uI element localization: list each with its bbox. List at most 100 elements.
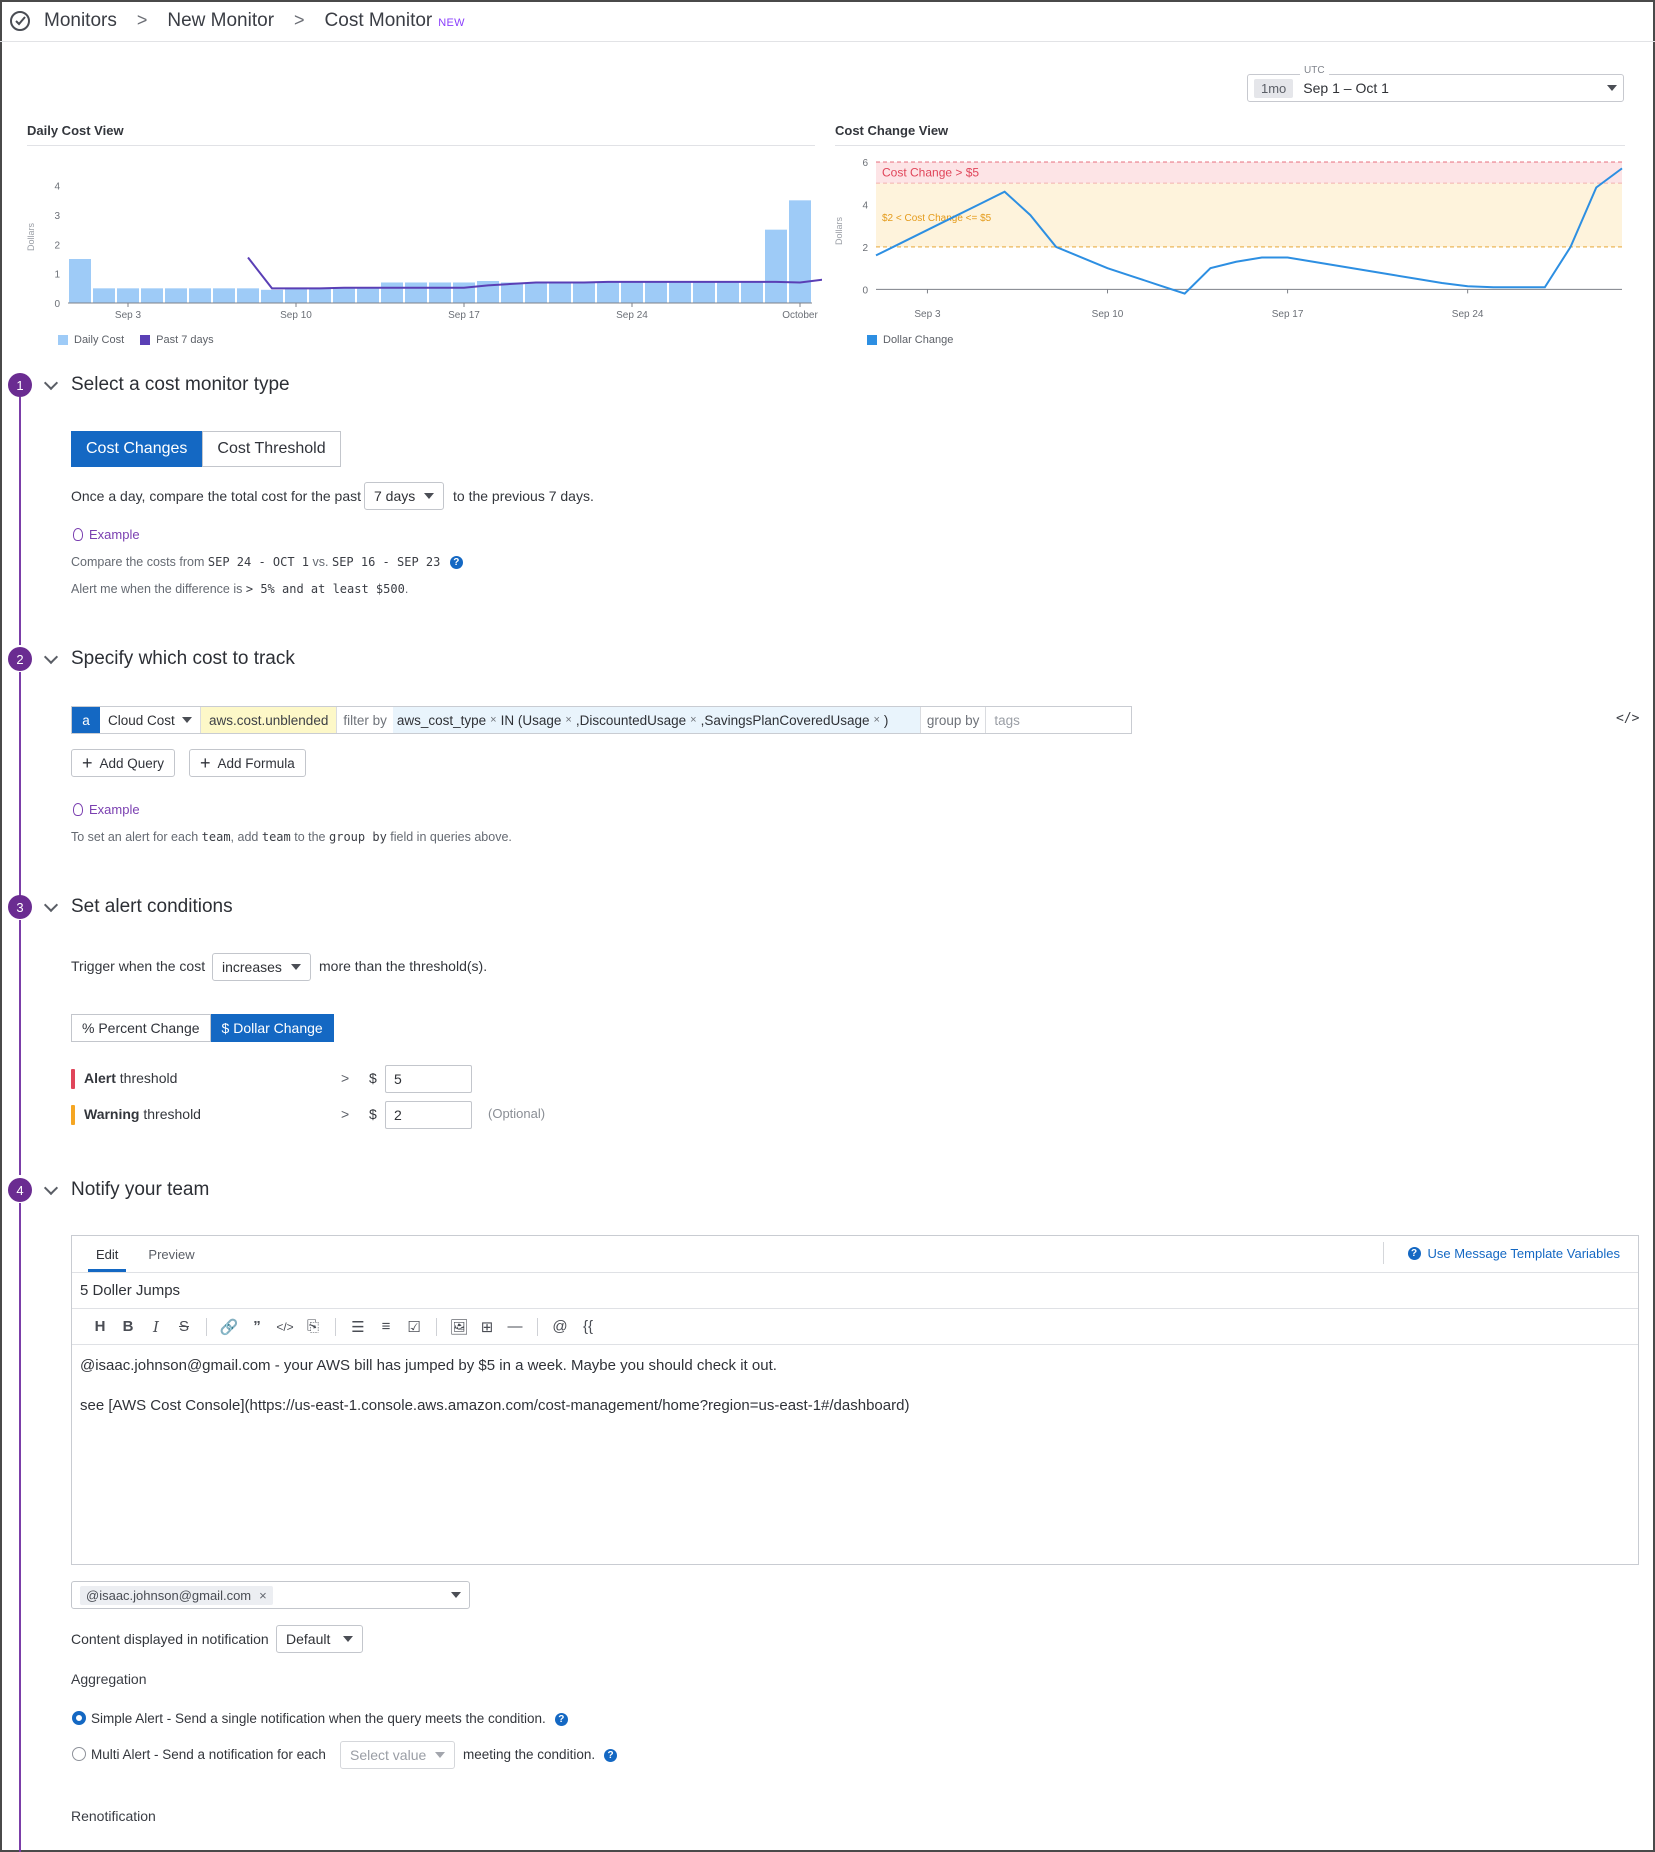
period-select[interactable]: 7 days <box>364 482 444 510</box>
filter-field[interactable]: aws_cost_type × IN ( Usage ×, Discounted… <box>392 707 921 733</box>
x-tick-label: Sep 10 <box>280 310 312 321</box>
italic-icon[interactable]: I <box>153 1317 159 1336</box>
x-tick-label: Sep 3 <box>914 309 941 320</box>
multi-alert-group-select[interactable]: Select value <box>340 1741 455 1769</box>
filter-operator: IN ( <box>500 712 523 728</box>
y-tick-label: 4 <box>862 200 868 211</box>
bullet-list-icon[interactable]: ☰ <box>351 1318 365 1336</box>
bold-icon[interactable]: B <box>122 1318 134 1335</box>
example-link[interactable]: Example <box>73 802 140 817</box>
breadcrumb-monitors[interactable]: Monitors <box>44 9 117 31</box>
metric-field[interactable]: aws.cost.unblended <box>201 707 338 733</box>
help-icon[interactable]: ? <box>604 1748 618 1762</box>
breadcrumb-new-monitor[interactable]: New Monitor <box>167 9 275 31</box>
new-badge: NEW <box>438 16 465 29</box>
daily-cost-bar <box>597 282 619 303</box>
help-icon[interactable]: ? <box>554 1712 568 1726</box>
quote-icon[interactable]: ” <box>253 1318 261 1335</box>
percent-change-option[interactable]: % Percent Change <box>71 1014 211 1042</box>
alert-threshold-label: Alert threshold <box>84 1070 177 1086</box>
y-tick-label: 2 <box>54 240 60 251</box>
filter-value: Usage <box>522 712 562 728</box>
filter-close: ) <box>883 712 889 728</box>
multi-alert-after-text: meeting the condition. <box>463 1747 596 1762</box>
data-source-select[interactable]: Cloud Cost <box>100 707 201 733</box>
optional-label: (Optional) <box>488 1106 546 1121</box>
table-icon[interactable]: ⊞ <box>480 1318 494 1336</box>
mention-icon[interactable]: @ <box>552 1318 568 1335</box>
remove-icon[interactable]: × <box>490 714 497 726</box>
daily-cost-bar <box>213 288 235 303</box>
remove-icon[interactable]: × <box>259 1587 267 1603</box>
daily-cost-bar <box>717 282 739 303</box>
multi-alert-radio[interactable] <box>72 1747 86 1761</box>
step-rail <box>19 397 21 645</box>
remove-icon[interactable]: × <box>690 714 697 726</box>
toolbar-divider <box>335 1317 336 1336</box>
direction-select[interactable]: increases <box>212 953 311 981</box>
tab-edit[interactable]: Edit <box>88 1247 127 1272</box>
link-icon[interactable]: 🔗 <box>219 1318 239 1336</box>
time-range-picker[interactable]: UTC 1mo Sep 1 – Oct 1 <box>1247 65 1624 102</box>
checklist-icon[interactable]: ☑ <box>407 1318 421 1336</box>
strikethrough-icon[interactable]: S <box>178 1318 189 1335</box>
legend-swatch <box>58 335 68 345</box>
example-link[interactable]: Example <box>73 527 140 542</box>
content-value: Default <box>286 1631 331 1647</box>
message-body-input[interactable]: @isaac.johnson@gmail.com - your AWS bill… <box>72 1345 1638 1447</box>
legend-past-7-days[interactable]: Past 7 days <box>140 334 214 346</box>
trigger-sentence-end: more than the threshold(s). <box>319 958 488 974</box>
filter-value: SavingsPlanCoveredUsage <box>704 712 870 728</box>
daily-cost-bar <box>285 288 307 303</box>
message-title-input[interactable]: 5 Doller Jumps <box>72 1273 1638 1309</box>
band-label: $2 < Cost Change <= $5 <box>882 213 992 224</box>
filter-key: aws_cost_type <box>396 712 487 728</box>
query-letter[interactable]: a <box>72 707 100 733</box>
group-by-tags-field[interactable]: tags <box>985 707 1131 733</box>
direction-value: increases <box>222 959 282 975</box>
template-variables-label: Use Message Template Variables <box>1427 1246 1620 1261</box>
template-variables-link[interactable]: ? Use Message Template Variables <box>1407 1246 1620 1261</box>
simple-alert-radio[interactable] <box>72 1711 86 1725</box>
cost-change-legend: Dollar Change <box>867 334 969 346</box>
numbered-list-icon[interactable]: ≡ <box>381 1318 391 1335</box>
daily-cost-bar <box>189 288 211 303</box>
code-toggle-icon[interactable]: </> <box>1616 711 1640 726</box>
lightbulb-icon <box>73 528 83 541</box>
help-icon[interactable]: ? <box>449 556 463 570</box>
daily-cost-legend: Daily Cost Past 7 days <box>58 334 230 346</box>
chevron-down-icon <box>451 1592 461 1598</box>
template-variable-icon[interactable]: {{ <box>582 1318 594 1335</box>
chevron-down-icon <box>1607 85 1617 91</box>
alert-threshold-input[interactable]: 5 <box>385 1065 472 1093</box>
legend-daily-cost[interactable]: Daily Cost <box>58 334 124 346</box>
dollar-change-option[interactable]: $ Dollar Change <box>210 1014 334 1042</box>
daily-cost-bar <box>621 282 643 303</box>
content-select[interactable]: Default <box>276 1625 363 1653</box>
group-by-label: group by <box>926 712 980 728</box>
warning-label-bold: Warning <box>84 1106 140 1122</box>
recipients-select[interactable]: @isaac.johnson@gmail.com × <box>71 1581 470 1609</box>
remove-icon[interactable]: × <box>565 714 572 726</box>
horizontal-rule-icon[interactable]: — <box>507 1318 523 1335</box>
x-tick-label: October <box>782 310 818 321</box>
legend-dollar-change[interactable]: Dollar Change <box>867 334 953 346</box>
cost-changes-option[interactable]: Cost Changes <box>71 431 203 467</box>
tab-preview[interactable]: Preview <box>148 1247 195 1262</box>
daily-cost-bar <box>549 282 571 303</box>
code-icon[interactable]: </> <box>276 1319 294 1334</box>
chart-divider <box>27 145 815 146</box>
chevron-right-icon: > <box>136 10 148 30</box>
step-number-1: 1 <box>8 373 32 397</box>
image-icon[interactable]: 🖼 <box>449 1318 469 1336</box>
code-block-icon[interactable]: ⎘ <box>306 1318 319 1335</box>
add-formula-button[interactable]: + Add Formula <box>189 749 306 777</box>
chevron-down-icon <box>182 717 192 723</box>
remove-icon[interactable]: × <box>873 714 880 726</box>
heading-icon[interactable]: H <box>94 1318 106 1335</box>
cost-threshold-option[interactable]: Cost Threshold <box>202 431 341 467</box>
warning-threshold-input[interactable]: 2 <box>385 1101 472 1129</box>
y-tick-label: 1 <box>54 270 60 281</box>
add-query-button[interactable]: + Add Query <box>71 749 176 777</box>
